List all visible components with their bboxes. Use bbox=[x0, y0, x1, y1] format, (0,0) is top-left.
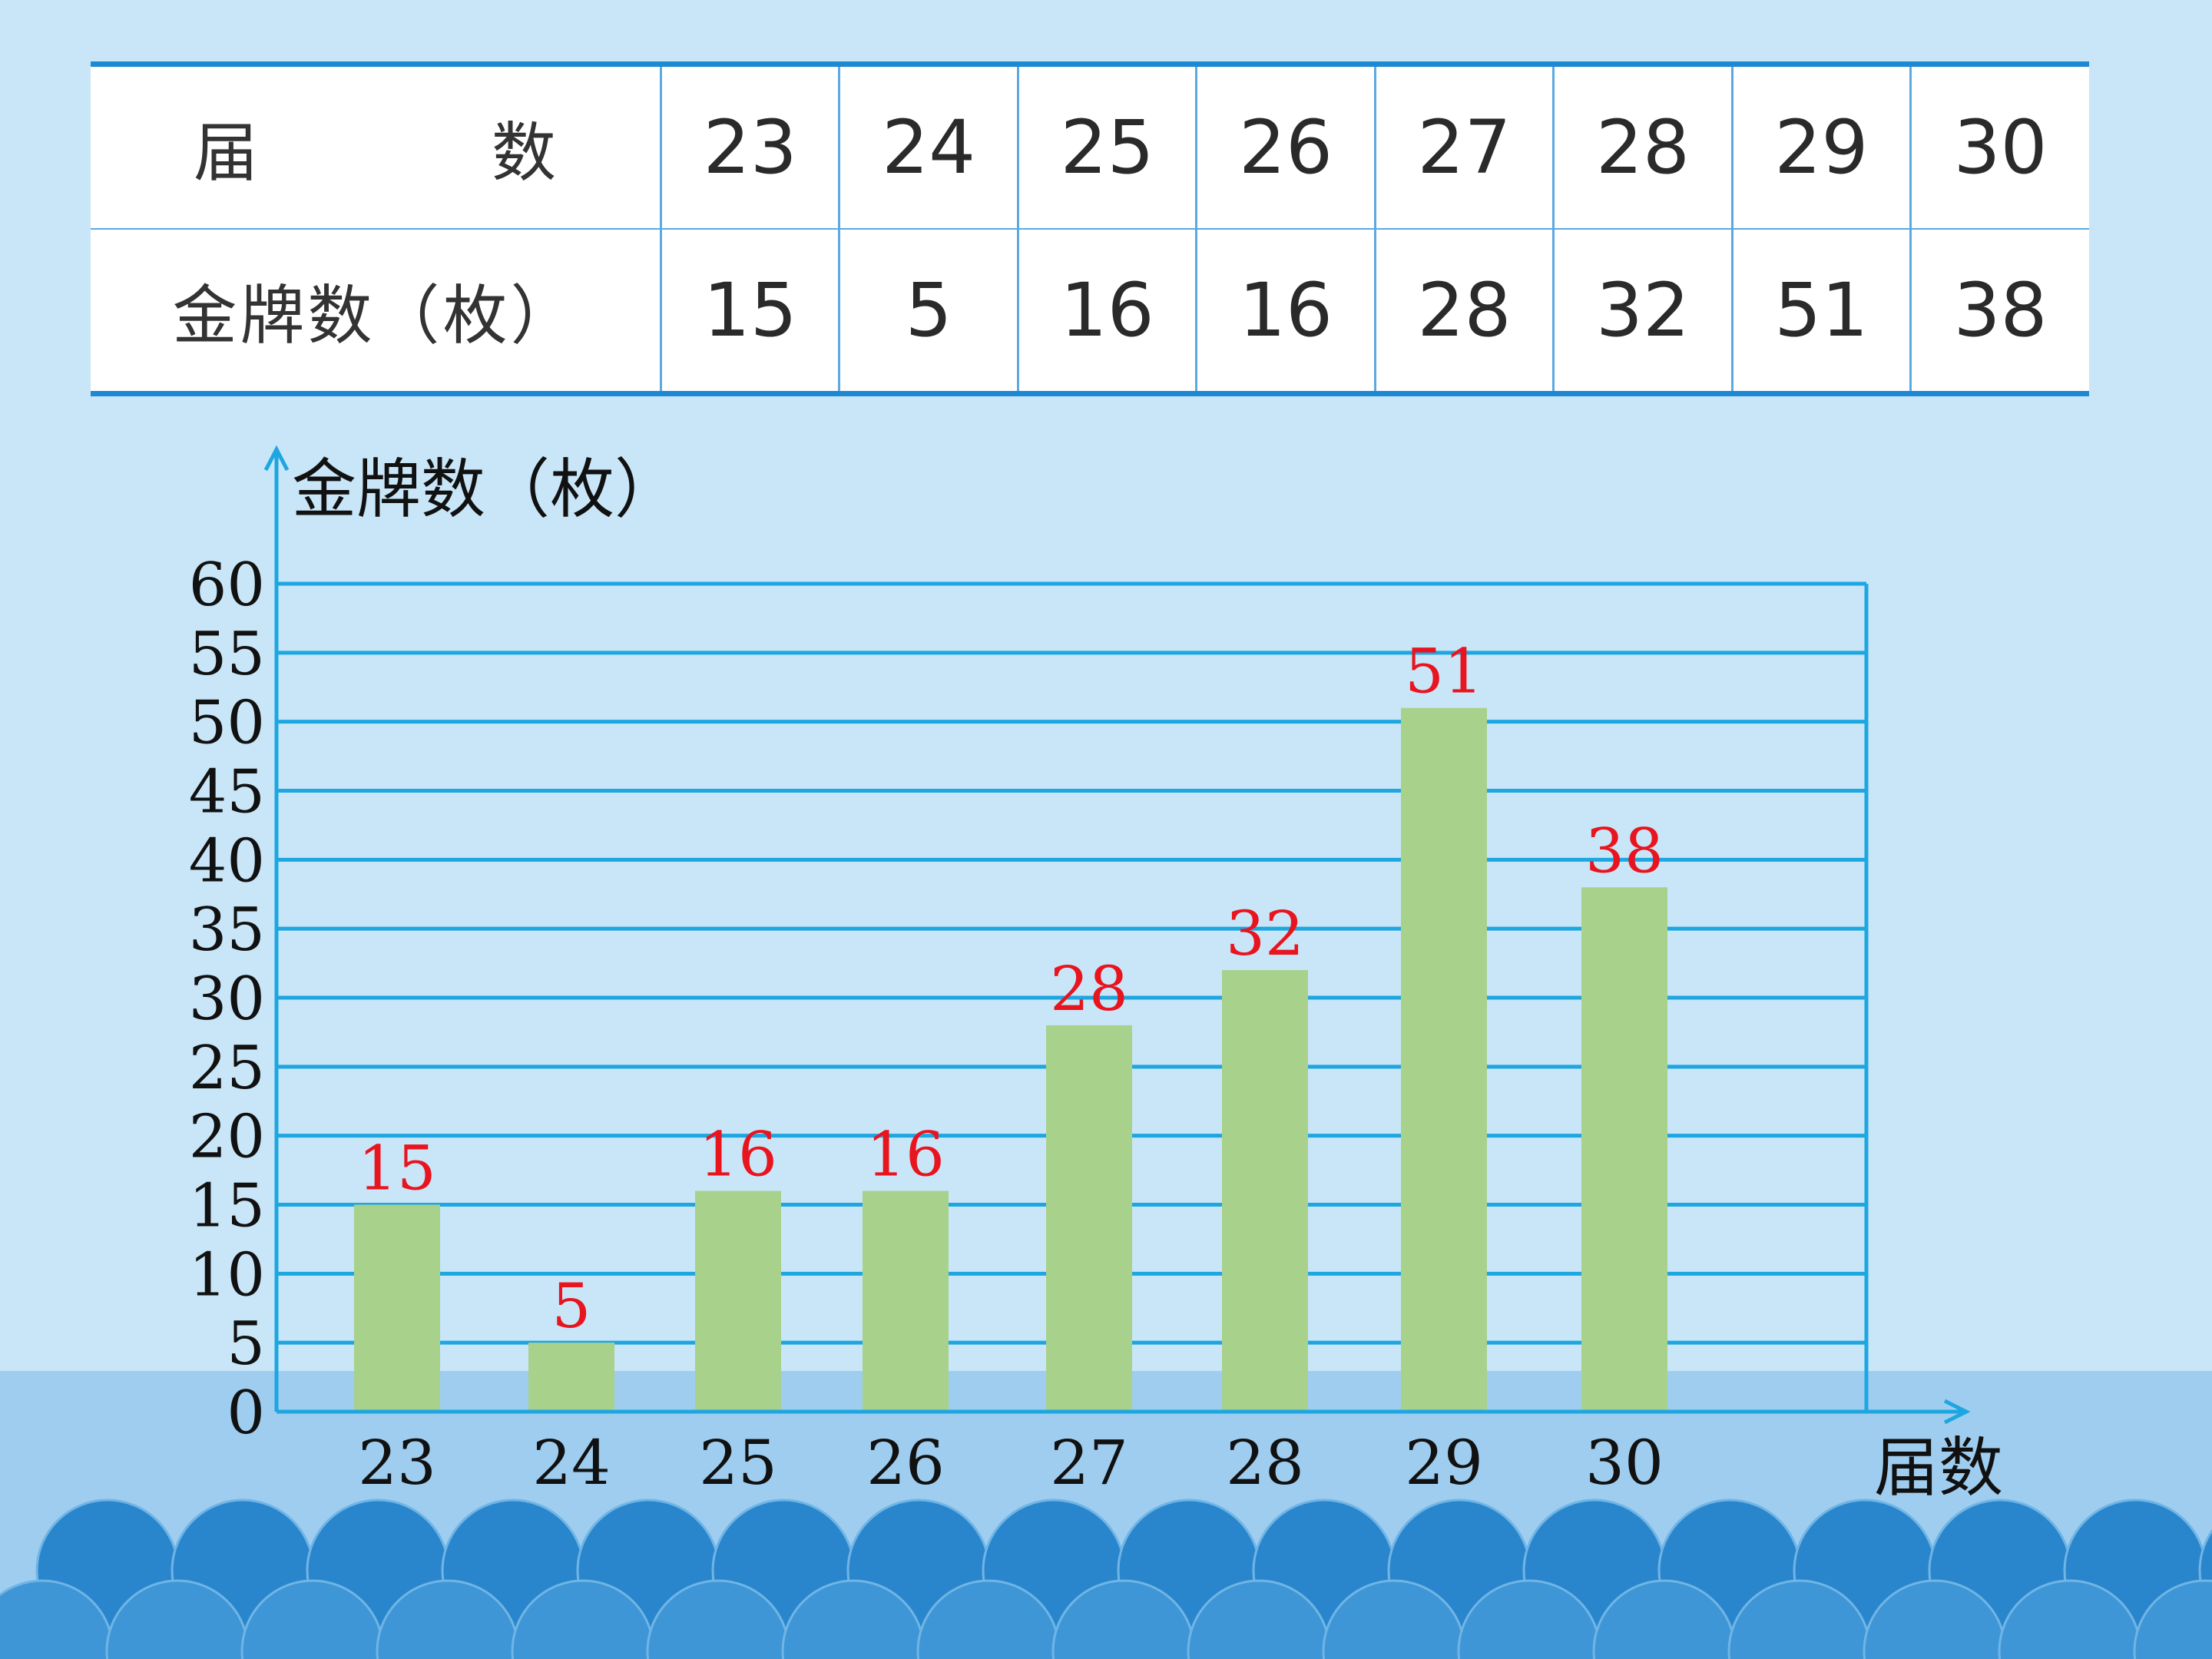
table-cell: 25 bbox=[1018, 64, 1198, 230]
table-row-medals: 金牌数（枚） 15 5 16 16 28 32 51 38 bbox=[91, 229, 2089, 394]
x-tick-label: 30 bbox=[1585, 1427, 1664, 1498]
bar-value-label: 15 bbox=[358, 1133, 436, 1204]
y-tick-label: 50 bbox=[189, 689, 265, 758]
bar bbox=[1581, 887, 1667, 1412]
y-tick-label: 30 bbox=[189, 965, 265, 1034]
decorative-waves bbox=[0, 1498, 2212, 1659]
x-axis-arrow bbox=[1943, 1399, 1971, 1425]
table-cell: 28 bbox=[1375, 229, 1555, 394]
y-tick-label: 5 bbox=[227, 1310, 265, 1379]
y-tick-label: 15 bbox=[189, 1172, 265, 1241]
table-cell: 16 bbox=[1018, 229, 1198, 394]
y-tick-label: 10 bbox=[189, 1240, 265, 1310]
y-tick-label: 25 bbox=[189, 1034, 265, 1103]
table-cell: 24 bbox=[839, 64, 1019, 230]
x-tick-label: 28 bbox=[1226, 1427, 1304, 1498]
data-table: 届 数 23 24 25 26 27 28 29 30 金牌数（枚） 15 5 … bbox=[91, 61, 2089, 396]
x-tick-label: 29 bbox=[1405, 1427, 1483, 1498]
y-axis-arrow bbox=[263, 445, 290, 472]
bar bbox=[1222, 970, 1308, 1412]
bar bbox=[863, 1190, 949, 1412]
table-cell: 51 bbox=[1732, 229, 1912, 394]
table-cell: 26 bbox=[1196, 64, 1376, 230]
x-tick-label: 26 bbox=[866, 1427, 945, 1498]
y-tick-label: 40 bbox=[189, 826, 265, 896]
bar bbox=[695, 1190, 781, 1412]
x-tick-label: 23 bbox=[358, 1427, 436, 1498]
bar-value-label: 32 bbox=[1226, 898, 1304, 969]
bar-value-label: 28 bbox=[1050, 953, 1128, 1025]
table-cell: 5 bbox=[839, 229, 1019, 394]
chart-labels: 15 23 5 24 16 25 16 26 28 27 32 28 51 29 38 30 bbox=[358, 636, 1664, 1498]
x-tick-label: 25 bbox=[699, 1427, 777, 1498]
table-cell: 23 bbox=[661, 64, 841, 230]
bar bbox=[1046, 1025, 1132, 1412]
y-axis-label: 金牌数（枚） bbox=[292, 452, 679, 527]
bar-value-label: 16 bbox=[699, 1119, 777, 1190]
bar bbox=[528, 1343, 614, 1412]
bar-value-label: 38 bbox=[1585, 815, 1664, 886]
table-row-sessions: 届 数 23 24 25 26 27 28 29 30 bbox=[91, 64, 2089, 230]
table-cell: 29 bbox=[1732, 64, 1912, 230]
table-cell: 15 bbox=[661, 229, 841, 394]
table-cell: 28 bbox=[1553, 64, 1734, 230]
y-tick-label: 60 bbox=[189, 551, 265, 620]
wave-scallop bbox=[2133, 1579, 2212, 1659]
y-tick-label: 0 bbox=[227, 1379, 265, 1448]
y-tick-label: 45 bbox=[189, 758, 265, 827]
row-header-medals: 金牌数（枚） bbox=[91, 229, 662, 394]
x-tick-label: 27 bbox=[1050, 1427, 1128, 1498]
table-cell: 16 bbox=[1196, 229, 1376, 394]
bar bbox=[354, 1204, 440, 1412]
bar-value-label: 5 bbox=[552, 1270, 591, 1342]
bar-value-label: 16 bbox=[866, 1119, 945, 1190]
table-cell: 32 bbox=[1553, 229, 1734, 394]
y-tick-label: 35 bbox=[189, 896, 265, 965]
x-axis-label: 届数 bbox=[1874, 1430, 2003, 1505]
table-cell: 38 bbox=[1953, 267, 2048, 353]
row-header-sessions: 届 数 bbox=[91, 64, 662, 230]
y-tick-label: 55 bbox=[189, 620, 265, 689]
bar bbox=[1401, 707, 1487, 1412]
y-tick-label: 20 bbox=[189, 1103, 265, 1172]
chart-bars bbox=[354, 707, 1667, 1412]
bar-value-label: 51 bbox=[1405, 636, 1483, 707]
table-cell: 27 bbox=[1375, 64, 1555, 230]
x-tick-label: 24 bbox=[532, 1427, 611, 1498]
table-cell: 30 bbox=[1910, 64, 2089, 230]
